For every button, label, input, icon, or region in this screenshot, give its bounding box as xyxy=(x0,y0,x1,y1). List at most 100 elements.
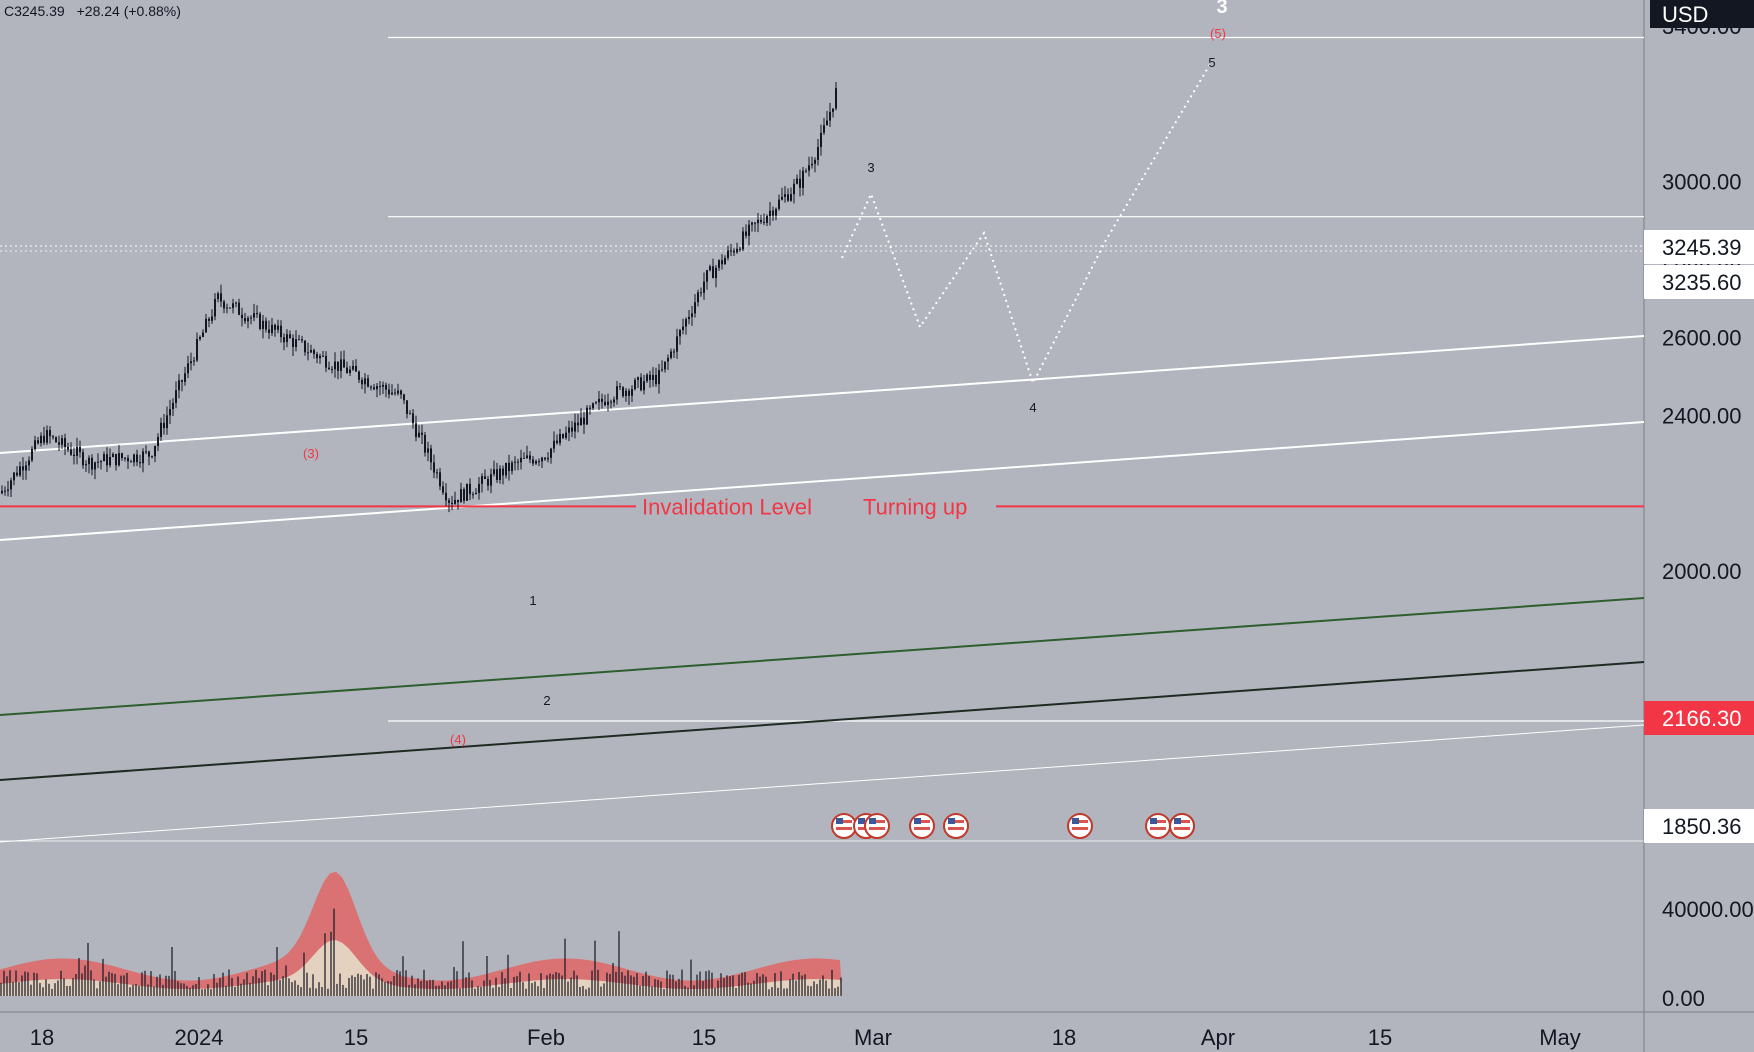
candle-body xyxy=(451,502,453,504)
candle-body xyxy=(682,326,684,331)
candle-body xyxy=(262,320,264,330)
candle-body xyxy=(307,352,309,354)
candle-body xyxy=(553,440,555,449)
candle-body xyxy=(91,457,93,470)
us-flag-icon[interactable] xyxy=(864,813,890,839)
events-row xyxy=(831,813,1195,839)
candle-body xyxy=(610,401,612,403)
candle-body xyxy=(496,469,498,480)
us-flag-icon[interactable] xyxy=(831,813,857,839)
candle-body xyxy=(421,432,423,435)
candle-body xyxy=(253,313,255,318)
candle-body xyxy=(418,432,420,438)
invalidation-label: Invalidation Level xyxy=(642,494,812,519)
candle-body xyxy=(475,492,477,495)
us-flag-icon[interactable] xyxy=(1169,813,1195,839)
candle-body xyxy=(820,132,822,147)
candle-body xyxy=(748,224,750,236)
candle-body xyxy=(811,163,813,166)
us-flag-icon[interactable] xyxy=(943,813,969,839)
candle-body xyxy=(493,469,495,475)
candle-body xyxy=(631,389,633,396)
candle-body xyxy=(556,440,558,444)
us-flag-icon[interactable] xyxy=(909,813,935,839)
candle-body xyxy=(751,222,753,225)
trendline-black xyxy=(0,661,1645,781)
candle-body xyxy=(280,325,282,338)
candle-body xyxy=(625,390,627,397)
volume-band-upper xyxy=(0,871,842,996)
candle-body xyxy=(241,314,243,319)
elliott-projection-path xyxy=(841,60,1213,386)
candle-body xyxy=(199,336,201,339)
price-label-text: 3245.39 xyxy=(1662,235,1742,260)
candle-body xyxy=(208,318,210,321)
candle-body xyxy=(505,462,507,476)
candle-body xyxy=(703,281,705,293)
candle-body xyxy=(49,430,51,437)
candle-body xyxy=(187,363,189,374)
candle-body xyxy=(466,483,468,501)
candle-body xyxy=(688,316,690,320)
candle-body xyxy=(517,461,519,463)
candle-body xyxy=(814,159,816,164)
candle-body xyxy=(295,339,297,348)
time-tick: Apr xyxy=(1201,1025,1235,1050)
candle-body xyxy=(403,394,405,401)
candle-body xyxy=(232,303,234,309)
candle-body xyxy=(541,457,543,462)
candle-body xyxy=(604,401,606,405)
candle-body xyxy=(616,386,618,400)
candle-body xyxy=(406,400,408,414)
candle-body xyxy=(454,499,456,504)
candle-body xyxy=(235,302,237,304)
us-flag-icon[interactable] xyxy=(1067,813,1093,839)
candle-body xyxy=(106,454,108,466)
candle-body xyxy=(532,459,534,464)
candle-body xyxy=(301,339,303,341)
candle-body xyxy=(265,320,267,330)
candle-body xyxy=(619,386,621,388)
candle-body xyxy=(628,390,630,396)
currency-badge[interactable] xyxy=(1650,0,1754,28)
wave-label: (3) xyxy=(303,446,319,461)
candle-body xyxy=(757,219,759,224)
candle-body xyxy=(121,453,123,459)
candle-body xyxy=(760,219,762,222)
candle-body xyxy=(361,379,363,385)
time-tick: Mar xyxy=(854,1025,892,1050)
candle-body xyxy=(481,476,483,484)
candle-body xyxy=(724,257,726,265)
time-tick: 18 xyxy=(30,1025,54,1050)
candle-body xyxy=(82,452,84,466)
candle-body xyxy=(664,361,666,370)
candle-body xyxy=(469,483,471,495)
price-tick: 2600.00 xyxy=(1662,325,1742,350)
candle-body xyxy=(181,380,183,382)
candle-body xyxy=(595,402,597,404)
candle-body xyxy=(334,361,336,370)
candle-body xyxy=(205,318,207,333)
candle-body xyxy=(190,361,192,364)
candle-body xyxy=(697,292,699,303)
candle-body xyxy=(220,293,222,302)
candle-body xyxy=(715,267,717,279)
candle-body xyxy=(202,332,204,337)
us-flag-icon[interactable] xyxy=(1145,813,1171,839)
price-label xyxy=(1644,230,1754,264)
price-label-text: 2166.30 xyxy=(1662,706,1742,731)
candle-body xyxy=(76,446,78,456)
wave-label: 4 xyxy=(1029,400,1036,415)
candle-body xyxy=(601,398,603,402)
candle-body xyxy=(382,384,384,387)
candle-body xyxy=(214,299,216,317)
candle-body xyxy=(817,146,819,160)
candle-body xyxy=(622,387,624,397)
price-label xyxy=(1644,809,1754,843)
candle-body xyxy=(571,427,573,432)
candle-body xyxy=(37,440,39,444)
candle-body xyxy=(523,457,525,459)
candle-body xyxy=(244,318,246,322)
